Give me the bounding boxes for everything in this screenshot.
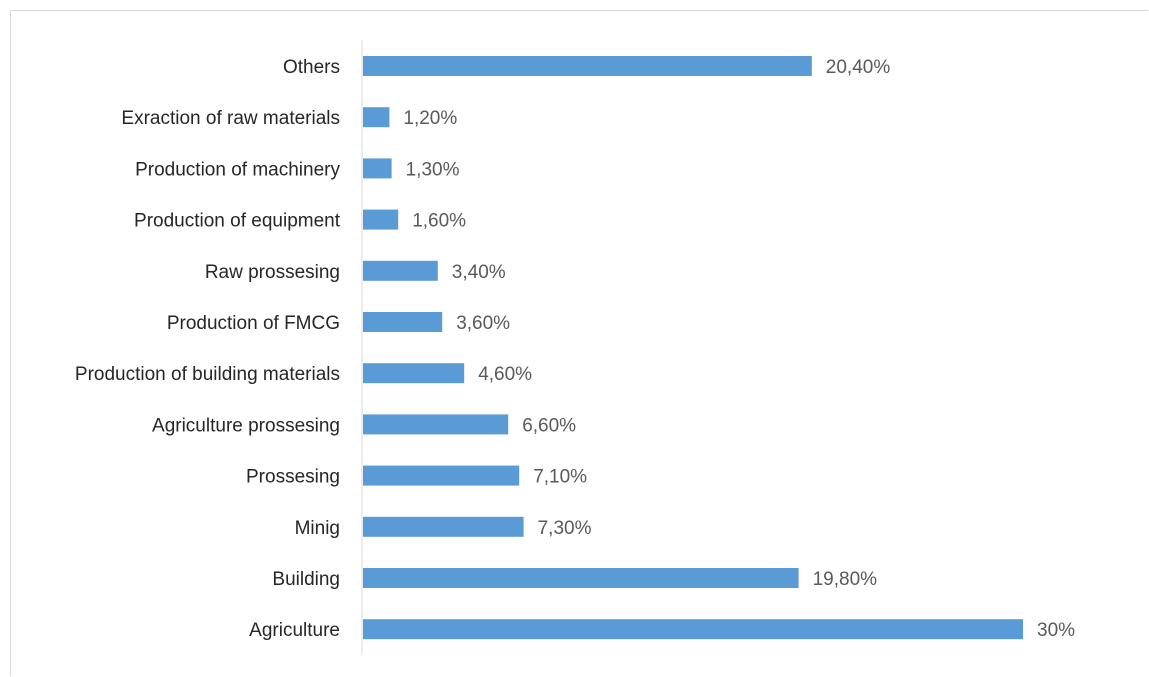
bar <box>363 158 392 179</box>
data-label: 7,10% <box>533 467 587 488</box>
category-label: Production of machinery <box>135 159 340 180</box>
data-label: 4,60% <box>478 364 532 385</box>
category-label: Exraction of raw materials <box>121 108 340 129</box>
bar <box>363 107 390 128</box>
data-label: 7,30% <box>538 518 592 539</box>
data-label: 30% <box>1037 620 1075 641</box>
category-label: Building <box>272 569 340 590</box>
data-label: 19,80% <box>813 569 878 590</box>
bar <box>363 619 1023 640</box>
data-label: 1,30% <box>406 159 460 180</box>
data-label: 6,60% <box>522 415 576 436</box>
category-label: Prossesing <box>246 467 340 488</box>
category-label: Production of building materials <box>75 364 340 385</box>
bar <box>363 568 799 588</box>
category-label: Agriculture prossesing <box>152 415 340 436</box>
data-label: 3,60% <box>456 313 510 334</box>
category-label: Agriculture <box>249 620 340 641</box>
bar <box>363 312 443 332</box>
data-label: 1,20% <box>403 108 457 129</box>
category-label: Minig <box>295 518 340 539</box>
category-label: Others <box>283 57 340 78</box>
bar <box>363 56 812 76</box>
category-label: Production of FMCG <box>167 313 340 334</box>
chart-frame <box>10 10 1148 676</box>
data-label: 20,40% <box>826 57 891 78</box>
category-labels: Others Exraction of raw materials Producti… <box>75 57 341 641</box>
category-label: Raw prossesing <box>205 262 340 283</box>
category-label: Production of equipment <box>134 211 341 232</box>
bar <box>363 516 524 537</box>
bar <box>363 363 465 384</box>
bars-group <box>363 56 1023 640</box>
bar <box>363 260 438 281</box>
bar <box>363 465 520 486</box>
data-label: 1,60% <box>412 211 466 232</box>
data-label: 3,40% <box>452 262 506 283</box>
value-labels: 20,40% 1,20% 1,30% 1,60% 3,40% 3,60% 4,60% 6,60… <box>403 57 1075 641</box>
bar <box>363 414 509 435</box>
bar <box>363 209 399 230</box>
